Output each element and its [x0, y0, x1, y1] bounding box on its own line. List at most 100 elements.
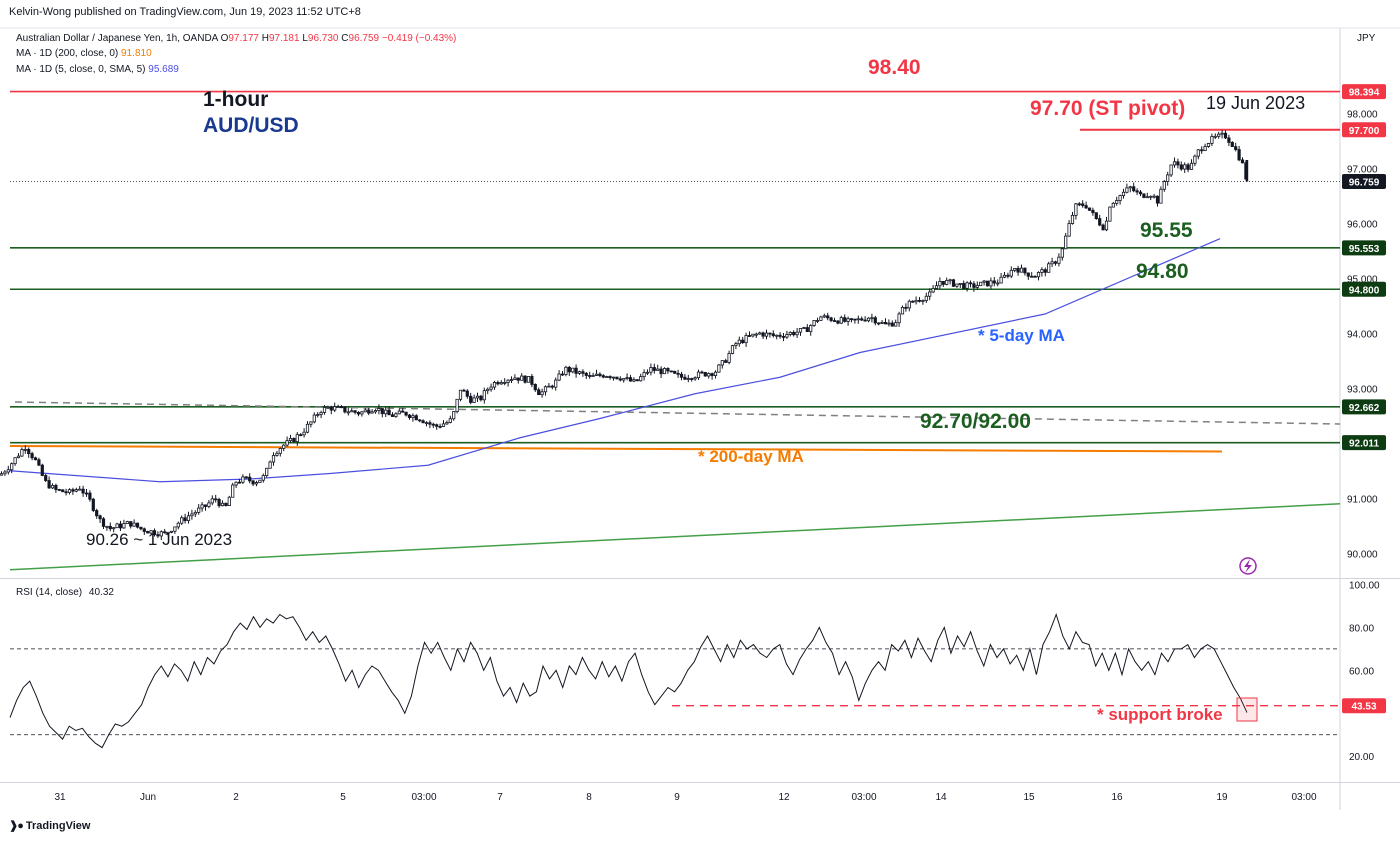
candle-up: [1074, 203, 1078, 216]
candle-down: [37, 459, 41, 466]
price-tag: 43.53: [1342, 698, 1386, 714]
time-tick-label: 15: [1023, 792, 1035, 803]
candle-down: [496, 382, 500, 385]
candle-down: [1179, 164, 1183, 170]
candle-up: [955, 283, 959, 287]
time-tick-label: 19: [1216, 792, 1228, 803]
candle-up: [1050, 261, 1054, 265]
candle-down: [792, 331, 796, 336]
candle-down: [1230, 142, 1234, 148]
rsi-line: [9, 612, 1248, 749]
candle-up: [50, 485, 55, 489]
candle-up: [887, 322, 891, 325]
price-tag: 97.700: [1342, 122, 1386, 138]
candlesticks: [0, 129, 1249, 541]
candle-up: [305, 423, 310, 433]
candle-up: [265, 467, 269, 476]
candle-down: [968, 282, 973, 285]
candle-down: [217, 498, 221, 507]
candle-down: [741, 339, 745, 344]
candle-up: [996, 282, 1000, 285]
candle-up: [1183, 164, 1187, 170]
candle-up: [10, 463, 14, 471]
candle-up: [441, 423, 446, 427]
candle-up: [20, 449, 24, 457]
price-tag: 95.553: [1342, 240, 1386, 256]
price-tick-label: 94.000: [1347, 329, 1378, 340]
candle-up: [210, 498, 214, 504]
candle-down: [747, 335, 752, 337]
candle-up: [503, 382, 507, 384]
rsi-legend[interactable]: RSI (14, close) 40.32: [16, 587, 114, 598]
time-axis[interactable]: 31 Jun 2 5 03:00 7 8 9 12 03:00 14 15 16 19 03:00: [54, 792, 1317, 803]
candle-up: [261, 475, 265, 481]
ma200-legend[interactable]: MA · 1D (200, close, 0) 91.810: [16, 48, 152, 59]
candle-down: [343, 406, 347, 413]
candle-up: [948, 279, 952, 282]
price-tag-bg: [1342, 435, 1386, 451]
candle-up: [639, 376, 643, 382]
candle-up: [173, 526, 177, 532]
price-tag-bg: [1342, 281, 1386, 297]
publisher-credit: Kelvin-Wong published on TradingView.com…: [9, 6, 361, 18]
low-label: L: [302, 33, 308, 44]
candle-up: [938, 281, 942, 287]
price-axis[interactable]: 98.000 97.000 96.000 95.000 94.000 93.000 91.0…: [1347, 109, 1380, 763]
time-tick-label: 12: [778, 792, 790, 803]
candle-up: [234, 481, 238, 486]
ma200-annotation: * 200-day MA: [698, 447, 804, 466]
tradingview-logo[interactable]: ❱● TradingView: [9, 819, 90, 832]
candle-down: [836, 320, 840, 324]
candle-up: [1115, 200, 1119, 204]
candle-up: [489, 386, 493, 390]
price-tag-bg: [1342, 399, 1386, 415]
candle-up: [231, 484, 235, 498]
candle-up: [720, 360, 724, 366]
candle-down: [584, 372, 588, 376]
candle-down: [1138, 191, 1143, 195]
candle-down: [135, 522, 140, 528]
time-tick-label: 03:00: [1291, 792, 1316, 803]
candle-down: [146, 531, 150, 534]
candle-down: [237, 481, 242, 484]
symbol-legend[interactable]: Australian Dollar / Japanese Yen, 1h, OA…: [16, 33, 456, 44]
candle-down: [299, 434, 303, 437]
candle-up: [707, 373, 711, 377]
candle-down: [700, 371, 704, 374]
candle-up: [645, 371, 650, 374]
candle-up: [370, 411, 374, 414]
price-tag-text: 92.662: [1349, 403, 1380, 414]
candle-up: [557, 373, 561, 381]
candle-up: [717, 364, 721, 373]
candle-down: [129, 521, 133, 527]
candle-up: [543, 386, 548, 393]
candle-up: [1196, 149, 1200, 157]
candle-down: [27, 448, 31, 454]
rsi-panel[interactable]: * support broke: [9, 612, 1340, 749]
candle-up: [870, 317, 874, 320]
lightning-icon[interactable]: [1239, 557, 1257, 575]
candle-down: [353, 410, 357, 413]
candle-down: [367, 409, 371, 414]
candle-down: [469, 395, 473, 403]
price-tag: 92.662: [1342, 399, 1386, 415]
candle-down: [292, 437, 296, 443]
candle-up: [1169, 164, 1173, 176]
candle-down: [108, 525, 112, 530]
candle-up: [730, 345, 735, 354]
candle-up: [975, 285, 979, 288]
candle-down: [628, 377, 633, 382]
candle-down: [574, 367, 578, 374]
candle-down: [710, 373, 714, 376]
candle-up: [1189, 162, 1194, 170]
candle-up: [159, 531, 163, 537]
candle-down: [71, 489, 75, 492]
candle-up: [754, 333, 758, 336]
candle-down: [1240, 159, 1245, 164]
ma5-legend[interactable]: MA · 1D (5, close, 0, SMA, 5) 95.689: [16, 64, 179, 75]
candle-up: [326, 406, 330, 409]
candle-up: [78, 488, 82, 491]
candle-down: [1227, 137, 1231, 143]
candle-up: [809, 325, 813, 332]
